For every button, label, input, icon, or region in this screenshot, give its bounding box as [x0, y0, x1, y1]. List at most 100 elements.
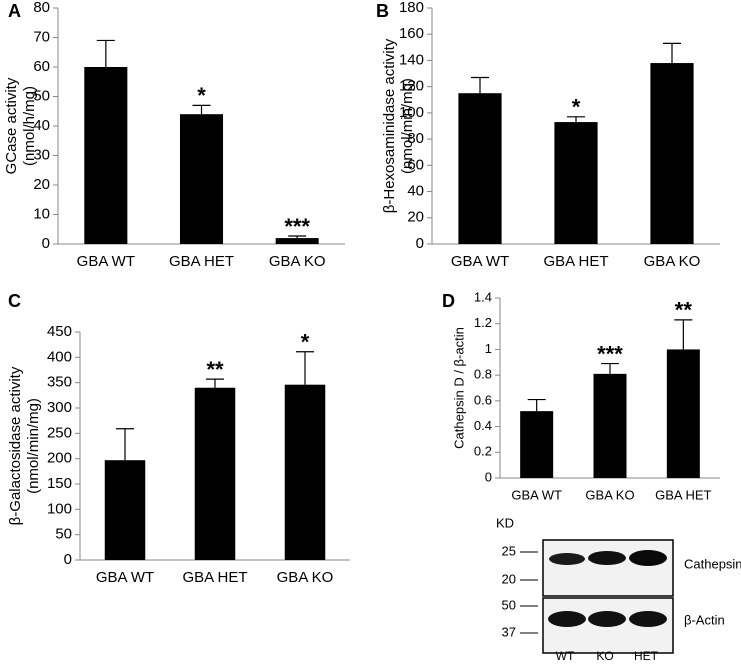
significance: ***	[284, 214, 310, 239]
error-bar	[601, 362, 619, 374]
error-bar	[192, 104, 211, 115]
bar	[458, 93, 502, 244]
bar	[650, 63, 694, 244]
marker-label: 37	[502, 624, 516, 639]
y-axis-label: (nmol/h/mg)	[21, 86, 38, 166]
y-tick-label: 180	[399, 0, 424, 16]
y-axis-label: β-Hexosaminidase activity	[381, 38, 398, 213]
x-tick-label: GBA WT	[77, 253, 135, 270]
y-tick-label: 100	[399, 104, 424, 121]
x-tick-label: GBA KO	[269, 253, 326, 270]
bar	[275, 238, 319, 244]
y-tick-label: 1	[485, 341, 492, 356]
x-tick-label: GBA WT	[451, 253, 509, 270]
y-tick-label: 150	[47, 475, 72, 492]
error-bar	[471, 76, 489, 94]
error-bar	[674, 319, 693, 350]
y-tick-label: 70	[33, 28, 50, 45]
y-tick-label: 120	[399, 78, 424, 95]
y-axis-label: (nmol/min/mg)	[399, 78, 416, 174]
x-tick-label: GBA HET	[169, 253, 234, 270]
x-tick-label: GBA HET	[543, 253, 608, 270]
y-tick-label: 0	[42, 235, 50, 252]
protein-label: β-Actin	[684, 612, 725, 627]
y-tick-label: 400	[47, 348, 72, 365]
marker-label: 50	[502, 597, 516, 612]
band	[549, 553, 585, 565]
y-tick-label: 0.4	[474, 418, 492, 433]
y-axis-label: Cathepsin D / β-actin	[451, 327, 466, 449]
marker-label: 20	[502, 571, 516, 586]
y-tick-label: 160	[399, 25, 424, 42]
bar	[284, 384, 326, 560]
bar	[194, 387, 236, 560]
bar	[593, 373, 627, 478]
bar	[84, 67, 128, 244]
y-tick-label: 80	[33, 0, 50, 16]
error-bar	[296, 351, 314, 385]
y-axis-label: β-Galactosidase activity	[7, 366, 24, 525]
error-bar	[288, 235, 307, 239]
y-tick-label: 0	[485, 469, 492, 484]
x-tick-label: GBA WT	[511, 487, 562, 502]
blot-unit: KD	[496, 515, 514, 530]
y-tick-label: 1.2	[474, 315, 492, 330]
band	[629, 550, 667, 566]
y-tick-label: 200	[47, 450, 72, 467]
y-tick-label: 0	[64, 551, 72, 568]
y-axis-label: GCase activity	[3, 77, 20, 174]
y-tick-label: 0.2	[474, 444, 492, 459]
y-tick-label: 20	[407, 209, 424, 226]
y-tick-label: 40	[33, 117, 50, 134]
significance: *	[301, 330, 310, 355]
y-tick-label: 300	[47, 399, 72, 416]
western-blot: KD 25 20 50 37 Cathepsin D β-Actin WT KO…	[496, 515, 741, 663]
y-tick-label: 80	[407, 130, 424, 147]
bar	[554, 122, 598, 244]
bar	[104, 460, 146, 560]
error-bar	[96, 39, 115, 67]
error-bar	[116, 428, 134, 461]
error-bar	[206, 378, 224, 388]
lane-label: KO	[596, 649, 613, 663]
significance: *	[572, 95, 581, 120]
y-tick-label: 450	[47, 323, 72, 340]
error-bar	[527, 398, 546, 412]
x-tick-label: GBA KO	[585, 487, 634, 502]
bar	[179, 114, 224, 244]
protein-label: Cathepsin D	[684, 556, 741, 571]
y-axis-label: (nmol/min/mg)	[25, 398, 42, 494]
x-tick-label: GBA WT	[96, 569, 154, 586]
significance: **	[675, 298, 693, 323]
y-tick-label: 0.8	[474, 367, 492, 382]
error-bar	[567, 116, 585, 123]
y-tick-label: 1.4	[474, 289, 492, 304]
panel-label: D	[442, 291, 455, 311]
lane-label: HET	[634, 649, 659, 663]
y-tick-label: 50	[55, 526, 72, 543]
y-tick-label: 60	[407, 156, 424, 173]
bar	[666, 349, 700, 478]
significance: **	[206, 357, 224, 382]
marker-label: 25	[502, 543, 516, 558]
band	[588, 611, 626, 627]
band	[629, 611, 667, 627]
y-tick-label: 350	[47, 374, 72, 391]
panel-label: B	[376, 1, 389, 21]
panel-label: C	[8, 291, 21, 311]
y-tick-label: 10	[33, 205, 50, 222]
y-tick-label: 100	[47, 500, 72, 517]
blot-frame	[542, 539, 674, 597]
significance: ***	[597, 341, 623, 366]
y-tick-label: 140	[399, 51, 424, 68]
x-tick-label: GBA HET	[655, 487, 711, 502]
y-tick-label: 0.6	[474, 392, 492, 407]
y-tick-label: 60	[33, 58, 50, 75]
y-tick-label: 250	[47, 424, 72, 441]
error-bar	[663, 42, 681, 64]
y-tick-label: 50	[33, 87, 50, 104]
bar	[520, 411, 554, 478]
x-tick-label: GBA KO	[644, 253, 701, 270]
x-tick-label: GBA HET	[182, 569, 247, 586]
